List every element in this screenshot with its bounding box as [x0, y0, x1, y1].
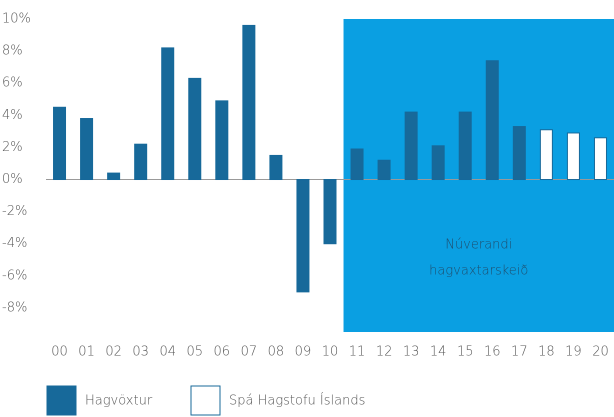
bar — [188, 77, 202, 181]
x-tick-label: 12 — [376, 345, 393, 360]
x-tick-label: 16 — [484, 345, 501, 360]
x-tick-label: 17 — [511, 345, 528, 360]
y-tick-label: -6% — [2, 268, 27, 283]
x-tick-label: 03 — [132, 345, 149, 360]
legend-label: Hagvöxtur — [85, 394, 153, 409]
x-tick-label: 15 — [457, 345, 474, 360]
bar — [404, 111, 418, 181]
x-tick-label: 09 — [295, 345, 312, 360]
bar — [269, 154, 283, 181]
x-tick-label: 14 — [430, 345, 447, 360]
bar — [134, 143, 148, 181]
x-tick-label: 04 — [159, 345, 176, 360]
bar — [539, 129, 553, 181]
y-tick-label: -2% — [2, 204, 27, 219]
bar — [242, 24, 256, 181]
y-tick-label: -4% — [2, 236, 27, 251]
bar — [53, 106, 67, 181]
bar — [566, 132, 580, 181]
x-tick-label: 19 — [565, 345, 582, 360]
y-tick-label: 8% — [2, 44, 23, 59]
y-tick-label: 6% — [2, 76, 23, 91]
y-tick-label: -8% — [2, 300, 27, 315]
y-tick-label: 0% — [2, 172, 23, 187]
bar — [458, 111, 472, 181]
legend-swatch — [46, 385, 77, 416]
x-tick-label: 10 — [322, 345, 339, 360]
x-tick-label: 00 — [51, 345, 68, 360]
bar — [161, 47, 175, 181]
bar — [80, 118, 94, 181]
x-tick-label: 05 — [186, 345, 203, 360]
y-tick-label: 4% — [2, 108, 23, 123]
bar — [512, 126, 526, 181]
x-tick-label: 11 — [349, 345, 366, 360]
y-tick-label: 10% — [2, 12, 31, 27]
bar — [485, 60, 499, 181]
bar — [350, 148, 364, 181]
x-tick-label: 20 — [592, 345, 609, 360]
bar — [377, 159, 391, 181]
x-tick-label: 02 — [105, 345, 122, 360]
legend-swatch — [190, 385, 221, 416]
x-tick-label: 13 — [403, 345, 420, 360]
bar — [593, 137, 607, 181]
x-tick-label: 07 — [241, 345, 258, 360]
x-tick-label: 01 — [78, 345, 95, 360]
y-tick-label: 2% — [2, 140, 23, 155]
x-tick-label: 06 — [214, 345, 231, 360]
bar — [215, 100, 229, 181]
bar — [107, 172, 121, 181]
bar — [431, 145, 445, 181]
bar — [296, 179, 310, 293]
highlight-label: Núverandi — [445, 238, 512, 253]
x-tick-label: 08 — [268, 345, 285, 360]
x-tick-label: 18 — [538, 345, 555, 360]
bar — [323, 179, 337, 245]
legend-label: Spá Hagstofu Íslands — [229, 393, 365, 409]
highlight-label: hagvaxtarskeið — [429, 264, 528, 279]
